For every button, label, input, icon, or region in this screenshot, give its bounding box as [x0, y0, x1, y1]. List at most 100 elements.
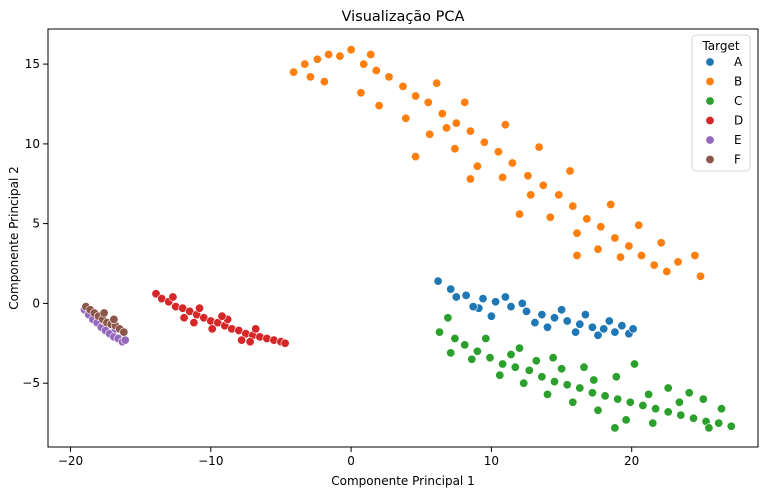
point-b-48: [565, 166, 575, 176]
point-b-32: [319, 77, 329, 87]
point-c-11: [562, 380, 572, 390]
point-b-57: [305, 72, 315, 82]
legend-marker-d: [705, 116, 715, 126]
point-b-47: [534, 142, 544, 152]
point-d-27: [189, 318, 199, 328]
point-b-7: [371, 66, 381, 76]
point-a-22: [517, 298, 527, 308]
x-tick-label-0: −20: [58, 454, 83, 468]
legend-marker-c: [705, 96, 715, 106]
legend-marker-a: [705, 57, 715, 67]
point-b-9: [398, 81, 408, 91]
y-tick-label-1: 0: [32, 296, 40, 310]
point-b-51: [656, 238, 666, 248]
point-a-29: [451, 292, 461, 302]
y-tick-label-0: −5: [22, 376, 40, 390]
point-b-11: [423, 97, 433, 107]
point-c-7: [510, 362, 520, 372]
point-a-9: [562, 316, 572, 326]
point-a-12: [599, 324, 609, 334]
point-d-0: [151, 289, 161, 299]
point-c-49: [644, 389, 654, 399]
data-points: [80, 45, 736, 433]
point-c-23: [714, 418, 724, 428]
point-c-18: [651, 404, 661, 414]
x-tick-label-2: 0: [347, 454, 355, 468]
point-d-29: [245, 337, 255, 347]
point-c-2: [450, 333, 460, 343]
point-b-38: [472, 161, 482, 171]
point-a-2: [461, 290, 471, 300]
point-b-19: [538, 180, 548, 190]
point-c-19: [663, 407, 673, 417]
point-a-19: [557, 305, 567, 315]
point-c-33: [648, 418, 658, 428]
point-c-32: [621, 415, 631, 425]
plot-frame: [47, 28, 759, 448]
point-b-12: [437, 109, 447, 119]
point-c-6: [498, 359, 508, 369]
point-b-3: [324, 49, 334, 59]
point-f-9: [119, 327, 129, 337]
point-b-44: [432, 78, 442, 88]
point-c-21: [688, 413, 698, 423]
point-b-31: [695, 271, 705, 281]
legend-label-f: F: [734, 153, 741, 167]
point-c-38: [548, 353, 558, 363]
legend-title: Target: [701, 39, 739, 53]
point-a-0: [433, 276, 443, 286]
y-tick-label-3: 10: [25, 137, 40, 151]
point-b-36: [425, 129, 435, 139]
point-b-28: [662, 266, 672, 276]
point-a-8: [549, 313, 559, 323]
point-d-19: [280, 338, 290, 348]
legend-frame: [691, 34, 751, 172]
point-a-17: [500, 292, 510, 302]
series-d: [151, 289, 290, 348]
point-c-29: [542, 389, 552, 399]
point-b-54: [514, 209, 524, 219]
point-a-25: [486, 311, 496, 321]
point-a-15: [628, 324, 638, 334]
point-b-16: [493, 147, 503, 157]
point-c-50: [704, 423, 714, 433]
point-b-52: [411, 152, 421, 162]
point-d-22: [195, 303, 205, 313]
point-c-3: [460, 340, 470, 350]
point-b-22: [582, 214, 592, 224]
legend-marker-e: [705, 135, 715, 145]
point-c-40: [611, 372, 621, 382]
point-c-15: [613, 394, 623, 404]
point-b-8: [384, 72, 394, 82]
legend-marker-f: [705, 155, 715, 165]
point-c-28: [519, 378, 529, 388]
point-a-23: [542, 322, 552, 332]
point-b-10: [411, 91, 421, 101]
point-a-10: [575, 319, 585, 329]
point-c-43: [684, 388, 694, 398]
point-d-21: [179, 313, 189, 323]
point-c-44: [481, 333, 491, 343]
x-tick-label-3: 10: [484, 454, 499, 468]
point-b-50: [634, 220, 644, 230]
point-d-20: [168, 292, 178, 302]
point-c-12: [575, 383, 585, 393]
point-b-14: [465, 126, 475, 136]
point-b-35: [401, 113, 411, 123]
point-b-27: [649, 260, 659, 270]
point-b-30: [690, 251, 700, 261]
point-c-41: [629, 359, 639, 369]
point-b-33: [356, 88, 366, 98]
point-c-45: [506, 349, 516, 359]
point-c-26: [467, 354, 477, 364]
point-a-13: [610, 327, 620, 337]
legend-label-e: E: [734, 133, 742, 147]
legend-label-b: B: [734, 75, 742, 89]
y-tick-label-4: 15: [25, 57, 40, 71]
point-d-25: [237, 335, 247, 345]
point-b-58: [441, 123, 451, 133]
